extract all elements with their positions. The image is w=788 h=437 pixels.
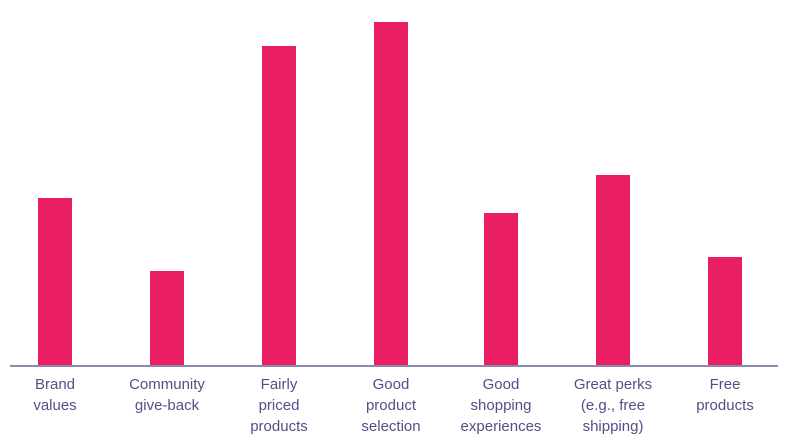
category-label-line: Brand	[35, 376, 75, 393]
category-label-6: Free products	[696, 376, 754, 414]
category-label-2: Fairly priced products	[250, 376, 308, 435]
category-label-line: experiences	[461, 418, 542, 435]
category-label-3: Good product selection	[361, 376, 420, 435]
category-labels-group: Brand values Community give-back Fairly price…	[33, 376, 753, 435]
category-label-line: Free	[710, 376, 741, 393]
bar-0	[38, 198, 72, 366]
category-label-line: priced	[259, 397, 300, 414]
category-label-line: Fairly	[261, 376, 298, 393]
category-label-line: Good	[483, 376, 520, 393]
category-label-line: products	[250, 418, 308, 435]
bar-1	[150, 271, 184, 366]
category-label-line: shipping)	[583, 418, 644, 435]
bar-5	[596, 175, 630, 366]
category-label-line: give-back	[135, 397, 200, 414]
category-label-line: products	[696, 397, 754, 414]
category-label-0: Brand values	[33, 376, 76, 414]
category-label-line: Great perks	[574, 376, 652, 393]
category-label-line: (e.g., free	[581, 397, 645, 414]
bar-2	[262, 46, 296, 366]
category-label-line: product	[366, 397, 417, 414]
category-label-line: values	[33, 397, 76, 414]
category-label-line: selection	[361, 418, 420, 435]
category-label-1: Community give-back	[129, 376, 205, 414]
category-label-line: Good	[373, 376, 410, 393]
bar-3	[374, 22, 408, 366]
bar-4	[484, 213, 518, 366]
category-label-line: Community	[129, 376, 205, 393]
bars-group	[38, 22, 742, 366]
category-label-line: shopping	[471, 397, 532, 414]
category-label-4: Good shopping experiences	[461, 376, 542, 435]
category-label-5: Great perks (e.g., free shipping)	[574, 376, 652, 435]
bar-6	[708, 257, 742, 366]
